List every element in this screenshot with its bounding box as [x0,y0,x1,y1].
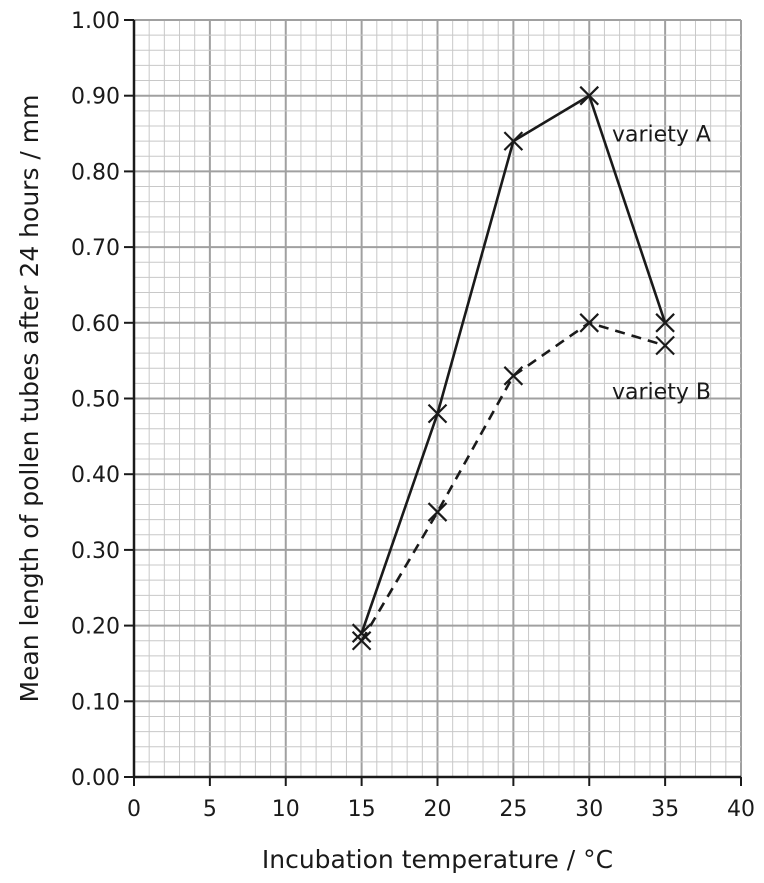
x-tick-label: 5 [203,797,217,822]
data-point-variety-a [579,85,600,106]
data-point-variety-a [503,131,524,151]
x-tick-label: 25 [499,797,527,822]
x-tick-label: 0 [127,797,141,822]
x-tick-label: 35 [651,797,679,822]
x-tick-label: 20 [424,797,452,822]
data-point-variety-a [427,403,448,424]
data-point-variety-b [503,366,524,386]
x-axis-ticks: 0 5 10 15 20 25 30 35 40 [127,777,755,822]
chart-series [351,85,675,651]
y-tick-label: 0.40 [71,463,120,488]
y-tick-label: 0.50 [71,388,120,413]
y-tick-label: 0.10 [71,690,120,715]
y-axis-ticks: 0.00 0.10 0.20 0.30 0.40 0.50 0.60 0.70 0.80 0.90… [71,9,134,791]
x-tick-label: 15 [348,797,376,822]
chart-grid [133,19,742,778]
y-tick-label: 0.00 [71,766,120,791]
series-label-variety-b: variety B [612,380,711,405]
x-axis-label: Incubation temperature / °C [262,845,613,874]
data-point-variety-b [351,630,372,651]
data-point-variety-b [427,502,448,522]
y-tick-label: 0.80 [71,160,120,185]
y-tick-label: 0.60 [71,312,120,337]
y-tick-label: 0.90 [71,85,120,110]
series-label-variety-a: variety A [612,123,711,148]
x-tick-label: 40 [727,797,755,822]
data-point-variety-b [579,313,600,333]
y-tick-label: 0.70 [71,236,120,261]
y-tick-label: 0.30 [71,539,120,564]
x-tick-label: 30 [575,797,603,822]
data-point-variety-a [655,313,675,333]
y-tick-label: 1.00 [71,9,120,34]
y-tick-label: 0.20 [71,615,120,640]
x-tick-label: 10 [272,797,300,822]
series-labels: variety A variety B [612,123,711,405]
data-point-variety-a [351,623,372,643]
data-point-variety-b [655,335,675,356]
y-axis-label: Mean length of pollen tubes after 24 hou… [15,95,44,703]
